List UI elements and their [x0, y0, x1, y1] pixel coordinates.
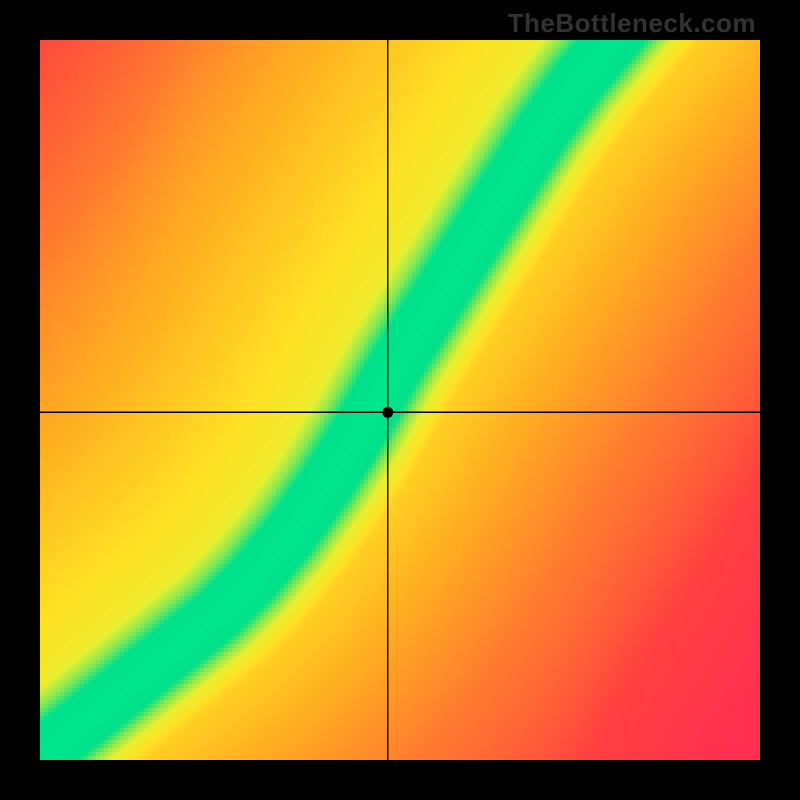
crosshair-overlay: [0, 0, 800, 800]
chart-container: { "heatmap": { "type": "heatmap", "canva…: [0, 0, 800, 800]
watermark-text: TheBottleneck.com: [508, 8, 756, 39]
